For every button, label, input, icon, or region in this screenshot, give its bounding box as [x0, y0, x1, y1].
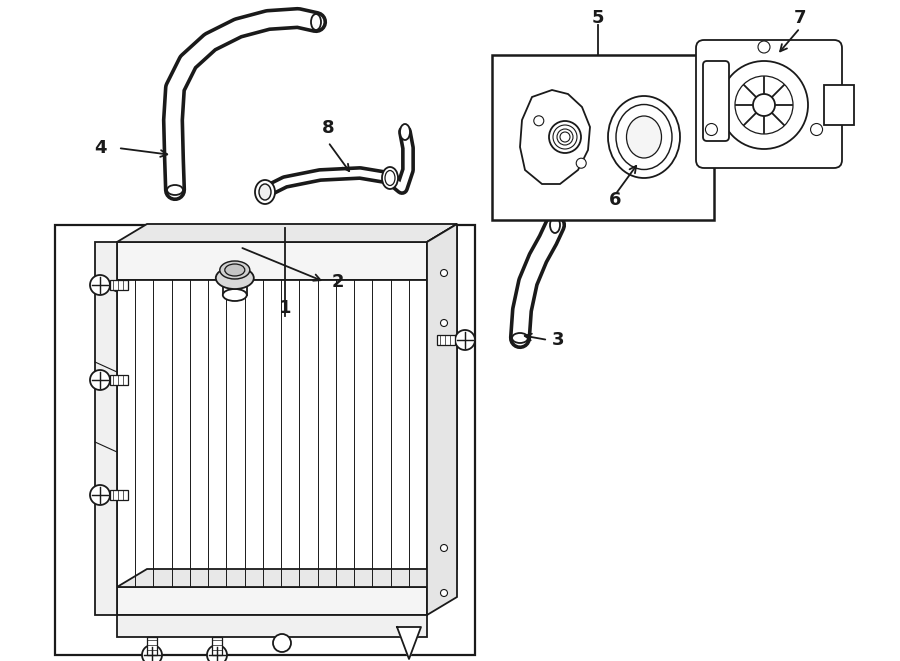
Ellipse shape [706, 124, 717, 136]
Ellipse shape [626, 116, 662, 158]
Ellipse shape [440, 545, 447, 551]
Bar [437, 335, 455, 345]
Bar [117, 615, 427, 637]
Ellipse shape [720, 61, 808, 149]
Text: 5: 5 [592, 9, 604, 27]
Text: 4: 4 [94, 139, 106, 157]
FancyBboxPatch shape [703, 61, 729, 141]
Bar [223, 275, 247, 295]
FancyBboxPatch shape [696, 40, 842, 168]
Polygon shape [427, 262, 457, 587]
Polygon shape [520, 90, 590, 184]
Bar [492, 55, 714, 220]
Ellipse shape [216, 267, 254, 289]
Ellipse shape [259, 184, 271, 200]
Ellipse shape [90, 370, 110, 390]
Ellipse shape [207, 645, 227, 661]
Ellipse shape [534, 116, 544, 126]
Ellipse shape [440, 270, 447, 276]
Bar [110, 280, 128, 290]
Text: 7: 7 [794, 9, 806, 27]
Ellipse shape [167, 185, 183, 195]
Ellipse shape [811, 124, 823, 136]
Ellipse shape [560, 132, 570, 142]
Ellipse shape [400, 124, 410, 140]
Ellipse shape [455, 330, 475, 350]
Bar [147, 637, 157, 655]
Ellipse shape [616, 104, 672, 169]
Bar [117, 587, 427, 615]
Ellipse shape [255, 180, 275, 204]
Ellipse shape [273, 634, 291, 652]
Bar [117, 280, 427, 587]
Ellipse shape [557, 129, 573, 145]
Bar [95, 242, 117, 615]
Ellipse shape [608, 96, 680, 178]
Text: 3: 3 [552, 331, 564, 349]
Ellipse shape [753, 94, 775, 116]
Polygon shape [117, 224, 457, 242]
Ellipse shape [440, 319, 447, 327]
Ellipse shape [576, 158, 586, 168]
Ellipse shape [758, 41, 770, 53]
Text: 8: 8 [321, 119, 334, 137]
Polygon shape [427, 224, 457, 615]
Ellipse shape [550, 217, 560, 233]
Bar [110, 375, 128, 385]
Ellipse shape [225, 264, 245, 276]
Ellipse shape [90, 485, 110, 505]
Bar [55, 225, 475, 655]
Bar [212, 637, 222, 655]
Text: 2: 2 [332, 273, 344, 291]
Bar [824, 85, 854, 125]
Ellipse shape [311, 14, 321, 30]
Ellipse shape [512, 333, 528, 343]
Polygon shape [427, 224, 457, 280]
Text: 1: 1 [279, 299, 292, 317]
Bar [117, 242, 427, 280]
Text: 6: 6 [608, 191, 621, 209]
Ellipse shape [440, 590, 447, 596]
Ellipse shape [553, 125, 577, 149]
Ellipse shape [142, 645, 162, 661]
Ellipse shape [385, 171, 395, 186]
Ellipse shape [549, 121, 581, 153]
Bar [110, 490, 128, 500]
Polygon shape [117, 569, 457, 587]
Ellipse shape [382, 167, 398, 189]
Ellipse shape [223, 289, 247, 301]
Polygon shape [397, 627, 421, 659]
Ellipse shape [220, 261, 250, 279]
Ellipse shape [735, 76, 793, 134]
Ellipse shape [90, 275, 110, 295]
